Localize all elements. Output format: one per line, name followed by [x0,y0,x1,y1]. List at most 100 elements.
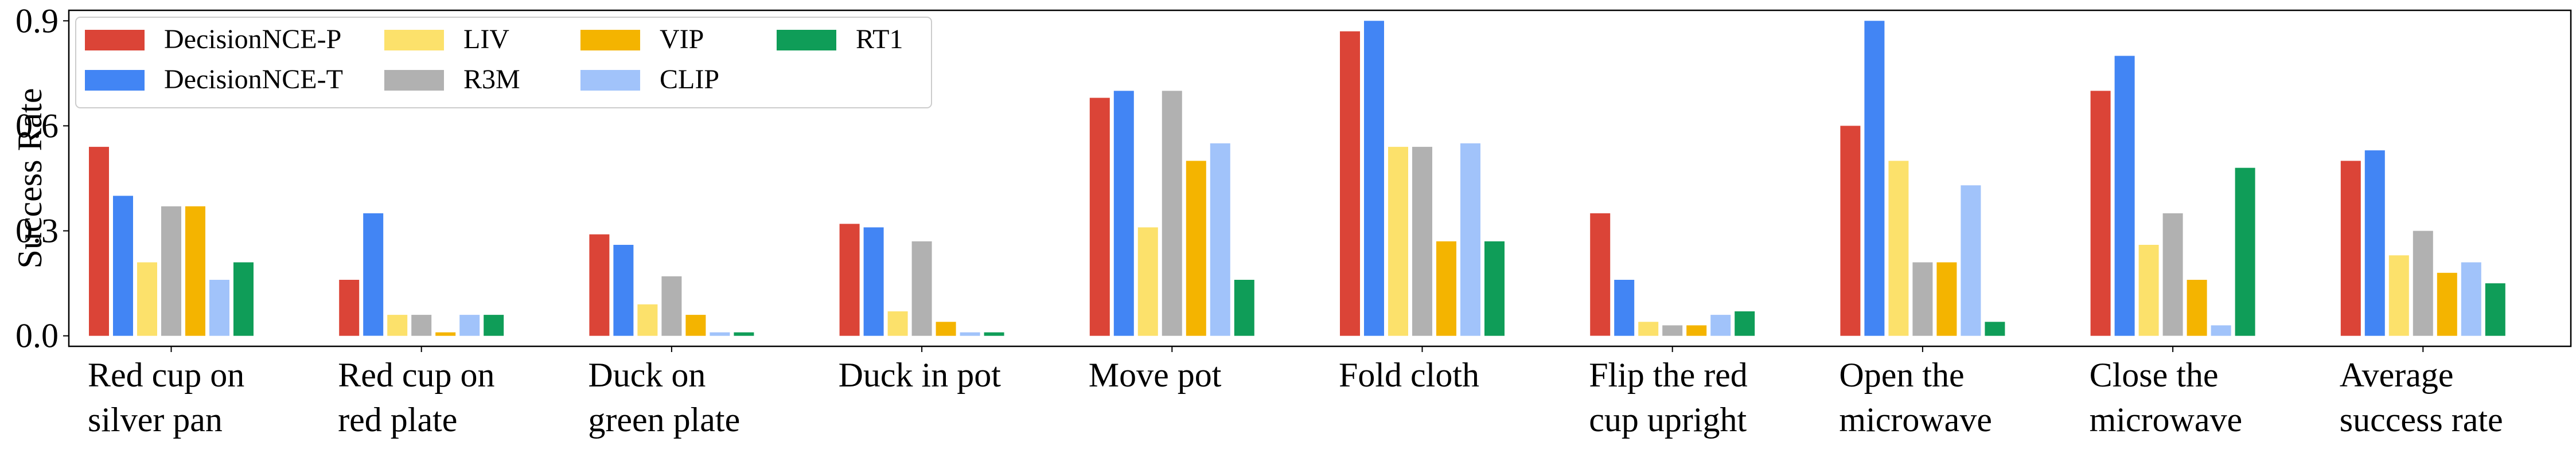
x-tick-label: Fold cloth [1339,356,1479,394]
x-tick-label-line: Red cup on [338,356,494,394]
legend-swatch-r3m [384,70,444,91]
bar-clip-4 [1210,143,1230,336]
bar-decisionnce-t-5 [1364,21,1384,336]
bar-decisionnce-t-0 [113,196,133,336]
legend-swatch-decisionnce-t [85,70,145,91]
bar-r3m-3 [911,241,932,336]
bar-decisionnce-p-3 [839,224,860,336]
bar-r3m-5 [1412,147,1432,336]
bar-decisionnce-p-1 [339,280,360,336]
bar-vip-1 [435,332,456,336]
bar-decisionnce-p-6 [1590,213,1611,336]
bar-r3m-0 [161,206,181,336]
bar-decisionnce-t-3 [863,227,884,336]
bar-r3m-1 [411,315,432,336]
x-tick-label-line: Duck in pot [839,356,1001,394]
bar-clip-6 [1710,315,1731,336]
legend-swatch-liv [384,30,444,50]
y-tick-label: 0.3 [15,212,59,250]
bar-decisionnce-t-1 [363,213,384,336]
bar-decisionnce-t-6 [1614,280,1635,336]
legend-swatch-rt1 [777,30,836,50]
bar-rt1-2 [734,332,754,336]
y-tick-label: 0.6 [15,107,59,144]
bar-decisionnce-t-7 [1864,21,1885,336]
bar-vip-2 [685,315,706,336]
bar-rt1-8 [2235,167,2255,336]
bar-clip-7 [1961,185,1981,336]
x-tick-label-line: red plate [338,401,457,439]
x-tick-label-line: silver pan [88,401,223,439]
bar-liv-1 [387,315,408,336]
bar-clip-3 [960,332,980,336]
x-tick-label-line: Move pot [1089,356,1222,394]
bar-decisionnce-p-5 [1340,31,1360,336]
x-tick-label-line: cup upright [1589,401,1747,439]
bar-rt1-3 [984,332,1004,336]
bar-liv-8 [2138,245,2159,336]
legend-label-liv: LIV [463,24,509,54]
bar-r3m-4 [1162,91,1182,336]
x-tick-label-line: Close the [2090,356,2219,394]
bar-vip-9 [2437,272,2457,336]
legend: DecisionNCE-P DecisionNCE-T LIV R3M VIP CLIP R… [75,17,932,108]
bar-r3m-9 [2413,230,2433,336]
x-tick-label: Flip the red cup upright [1589,356,1748,439]
x-tick-label-line: microwave [2090,401,2243,439]
legend-label-r3m: R3M [463,64,520,95]
x-tick-label: Open the microwave [1839,356,1992,439]
x-tick-label: Average success rate [2340,356,2503,439]
bar-decisionnce-t-4 [1113,91,1134,336]
x-tick-label-line: Flip the red [1589,356,1748,394]
axes: Red cup on silver pan Red cup on red plate D… [11,2,2572,439]
bar-rt1-0 [233,262,254,336]
bar-liv-4 [1137,227,1158,336]
bar-decisionnce-p-9 [2340,161,2361,336]
bar-vip-7 [1936,262,1957,336]
legend-label-rt1: RT1 [856,24,903,54]
bar-rt1-4 [1234,280,1254,336]
bar-clip-5 [1460,143,1480,336]
bar-r3m-2 [661,276,682,336]
legend-label-clip: CLIP [660,64,719,95]
bar-clip-1 [459,315,480,336]
x-tick-label: Close the microwave [2090,356,2243,439]
plot-frame [68,9,2572,347]
bar-decisionnce-p-7 [1840,126,1861,336]
legend-swatch-clip [580,70,640,91]
bar-r3m-7 [1912,262,1933,336]
x-tick-label-line: Red cup on [88,356,244,394]
x-tick-label-line: Duck on [588,356,706,394]
legend-box [75,17,932,108]
x-tick-label: Red cup on silver pan [88,356,244,439]
bar-vip-4 [1186,161,1206,336]
bar-clip-2 [710,332,730,336]
bar-liv-6 [1638,322,1659,336]
bar-decisionnce-p-8 [2090,91,2111,336]
bar-rt1-5 [1484,241,1505,336]
bar-liv-3 [887,311,908,336]
bar-clip-8 [2211,325,2231,336]
y-tick-label: 0.0 [15,317,59,355]
bar-vip-3 [936,322,956,336]
bar-clip-0 [209,280,229,336]
legend-swatch-vip [580,30,640,50]
x-tick-label-line: Open the [1839,356,1964,394]
x-tick-label: Duck on green plate [588,356,740,439]
bar-decisionnce-t-2 [613,245,634,336]
bar-vip-5 [1436,241,1456,336]
y-axis-label: Success Rate [11,88,49,269]
bar-r3m-8 [2162,213,2183,336]
bar-decisionnce-p-0 [89,147,109,336]
x-tick-label: Move pot [1089,356,1222,394]
bar-liv-9 [2388,255,2409,336]
legend-label-decisionnce-p: DecisionNCE-P [164,24,341,54]
x-tick-label: Duck in pot [839,356,1001,394]
bar-decisionnce-p-2 [589,234,610,336]
x-tick-label-line: Average [2340,356,2454,394]
bar-liv-2 [637,304,658,336]
bar-liv-5 [1388,147,1408,336]
bar-rt1-1 [484,315,504,336]
legend-label-decisionnce-t: DecisionNCE-T [164,64,343,95]
plot-area [89,21,2505,336]
